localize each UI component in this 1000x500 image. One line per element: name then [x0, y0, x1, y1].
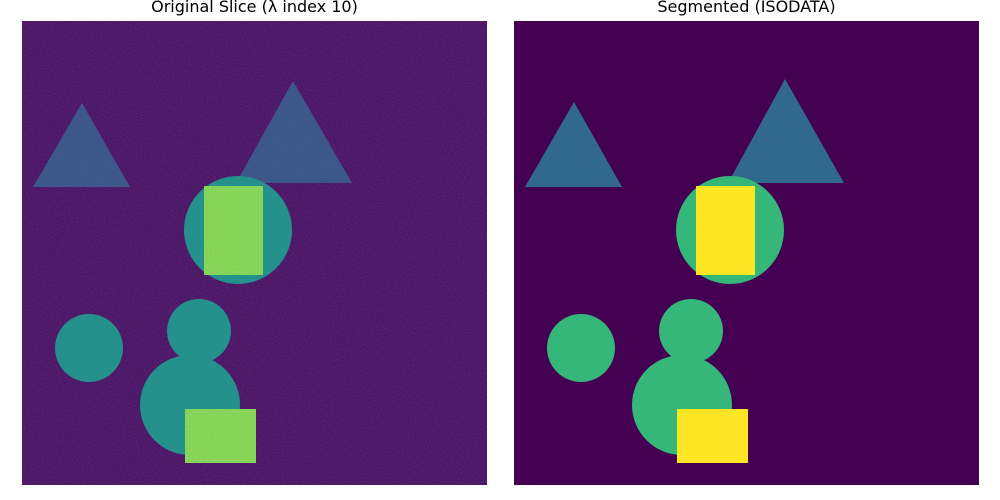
- segmented-panel: Segmented (ISODATA): [514, 0, 979, 500]
- original-triangle-left: [33, 103, 130, 187]
- original-circle-small-left: [55, 314, 123, 382]
- original-triangle-right: [236, 81, 352, 183]
- segmented-triangle-right: [728, 79, 844, 183]
- original-panel: Original Slice (λ index 10): [22, 0, 487, 500]
- original-title: Original Slice (λ index 10): [151, 0, 358, 16]
- segmented-rect-bottom: [677, 409, 748, 463]
- segmented-rect-top: [696, 186, 755, 275]
- segmented-title: Segmented (ISODATA): [657, 0, 836, 16]
- segmented-circle-small-mid: [659, 299, 723, 363]
- segmented-image: [514, 21, 979, 485]
- original-circle-small-mid: [167, 299, 231, 363]
- segmented-circle-small-left: [547, 314, 615, 382]
- segmented-triangle-left: [525, 102, 622, 187]
- original-image: [22, 21, 487, 485]
